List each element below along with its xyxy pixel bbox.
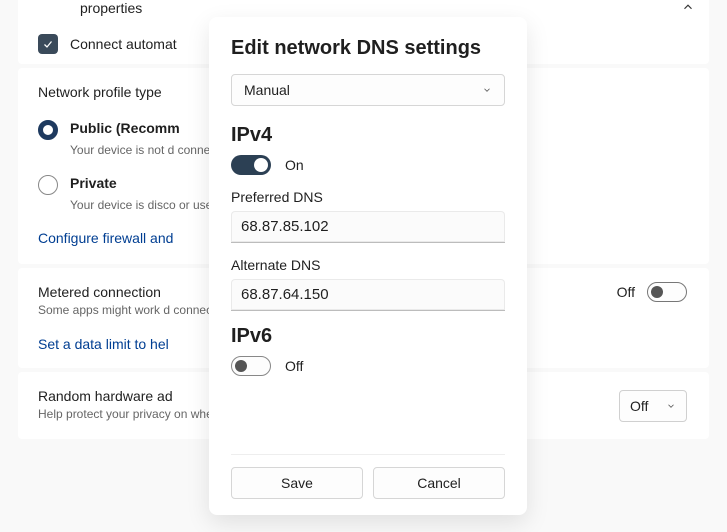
public-radio[interactable] — [38, 120, 58, 140]
ipv4-toggle[interactable] — [231, 155, 271, 175]
metered-toggle[interactable] — [647, 282, 687, 302]
ipv6-toggle[interactable] — [231, 356, 271, 376]
dns-mode-select[interactable]: Manual — [231, 74, 505, 106]
chevron-up-icon[interactable] — [681, 0, 695, 14]
random-select-value: Off — [630, 398, 648, 414]
ipv6-heading: IPv6 — [231, 325, 505, 348]
preferred-dns-input[interactable] — [231, 211, 505, 243]
alternate-dns-input[interactable] — [231, 279, 505, 311]
dns-settings-modal: Edit network DNS settings Manual IPv4 On… — [209, 17, 527, 515]
alternate-dns-label: Alternate DNS — [231, 257, 505, 273]
private-radio-title: Private — [70, 175, 117, 191]
preferred-dns-label: Preferred DNS — [231, 189, 505, 205]
private-radio[interactable] — [38, 175, 58, 195]
ipv4-heading: IPv4 — [231, 124, 505, 147]
chevron-down-icon — [666, 401, 676, 411]
random-select[interactable]: Off — [619, 390, 687, 422]
properties-label: properties — [80, 0, 689, 16]
chevron-down-icon — [482, 85, 492, 95]
modal-title: Edit network DNS settings — [231, 37, 505, 60]
public-radio-title: Public (Recomm — [70, 120, 180, 136]
connect-auto-label: Connect automat — [70, 36, 177, 52]
ipv6-toggle-state: Off — [285, 358, 303, 374]
metered-state: Off — [617, 284, 635, 300]
save-button[interactable]: Save — [231, 467, 363, 499]
connect-auto-checkbox[interactable] — [38, 34, 58, 54]
ipv4-toggle-state: On — [285, 157, 304, 173]
dns-mode-value: Manual — [244, 82, 290, 98]
cancel-button[interactable]: Cancel — [373, 467, 505, 499]
